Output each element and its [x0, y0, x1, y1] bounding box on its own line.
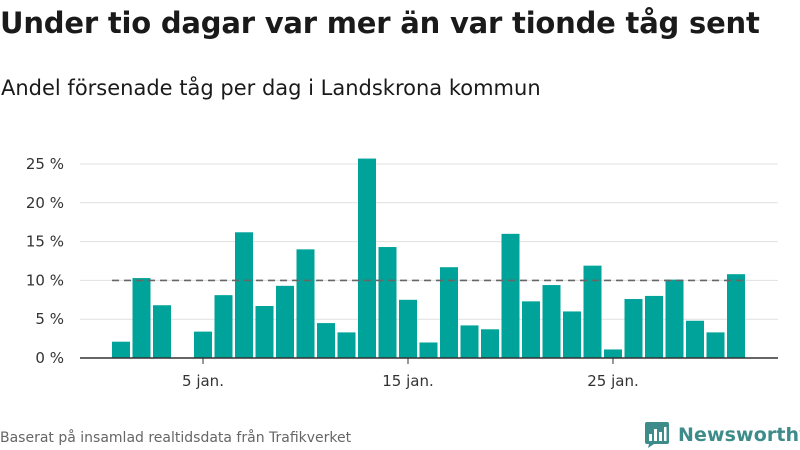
bar-28: [665, 279, 684, 358]
bar-2: [132, 278, 151, 358]
bar-10: [296, 249, 315, 358]
bar-31: [727, 274, 745, 358]
bar-21: [522, 301, 540, 358]
bar-7: [235, 232, 253, 358]
bar-12: [337, 332, 356, 358]
y-axis-labels: 0 % 5 % 10 % 15 % 20 % 25 %: [26, 155, 64, 367]
bar-9: [276, 285, 294, 358]
bars: [112, 158, 745, 358]
x-tick-label: 5 jan.: [182, 372, 224, 390]
y-tick-label: 15 %: [26, 233, 64, 251]
source-note: Baserat på insamlad realtidsdata från Tr…: [0, 430, 352, 446]
x-tick-label: 25 jan.: [587, 372, 639, 390]
bar-6: [214, 295, 233, 358]
chart-title: Under tio dagar var mer än var tionde tå…: [0, 6, 760, 40]
bar-18: [460, 325, 479, 358]
bar-11: [317, 323, 335, 358]
bar-23: [563, 311, 581, 358]
bar-17: [440, 267, 458, 358]
bar-19: [481, 329, 499, 358]
bar-30: [706, 332, 725, 358]
newsworthy-logo: Newsworthy: [644, 420, 800, 450]
bar-1: [112, 341, 130, 358]
chart-subtitle: Andel försenade tåg per dag i Landskrona…: [1, 76, 541, 100]
bar-24: [583, 265, 602, 358]
bar-8: [255, 306, 274, 358]
bar-3: [153, 305, 171, 358]
y-tick-label: 5 %: [35, 310, 64, 328]
chart-bubble-icon: [645, 422, 669, 448]
x-tick-label: 15 jan.: [382, 372, 434, 390]
gridlines: [80, 163, 778, 320]
bar-20: [501, 233, 520, 358]
bar-26: [624, 299, 643, 358]
y-tick-label: 0 %: [35, 349, 64, 367]
bar-22: [542, 285, 561, 358]
x-axis: 5 jan. 15 jan. 25 jan.: [80, 357, 778, 390]
bar-15: [399, 299, 417, 358]
bar-25: [604, 349, 622, 358]
bar-chart: 0 % 5 % 10 % 15 % 20 % 25 % 5 jan. 15 jan. 25 j…: [26, 155, 778, 390]
y-tick-label: 20 %: [26, 194, 64, 212]
bar-29: [686, 320, 704, 358]
bar-13: [358, 158, 376, 358]
y-tick-label: 10 %: [26, 271, 64, 289]
brand-name: Newsworthy: [678, 424, 800, 446]
bar-5: [194, 331, 212, 358]
bar-27: [645, 295, 663, 358]
bar-16: [419, 342, 438, 358]
bar-14: [378, 247, 397, 358]
y-tick-label: 25 %: [26, 155, 64, 173]
